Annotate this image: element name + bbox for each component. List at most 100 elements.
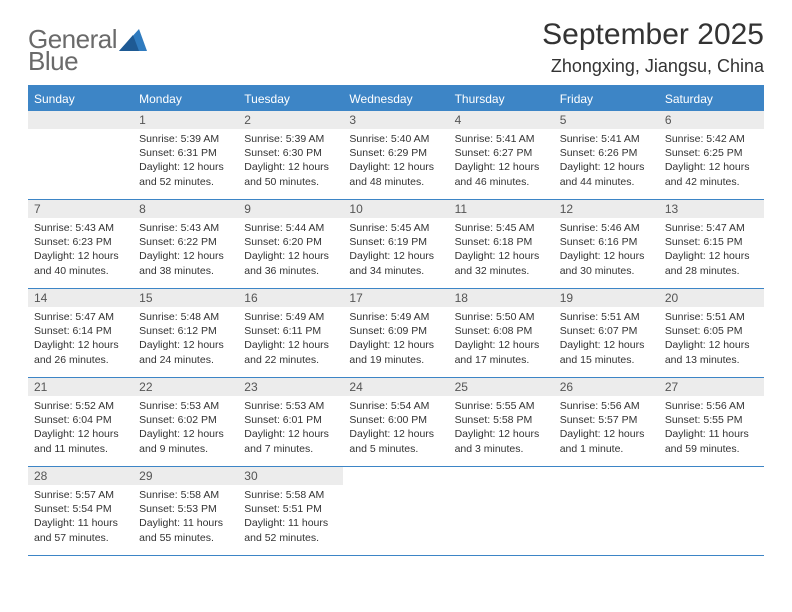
day-number-bar: 22 bbox=[133, 378, 238, 396]
day-header: Tuesday bbox=[238, 87, 343, 111]
daylight-text: Daylight: 12 hours and 26 minutes. bbox=[34, 338, 127, 366]
daylight-text: Daylight: 12 hours and 3 minutes. bbox=[455, 427, 548, 455]
location: Zhongxing, Jiangsu, China bbox=[542, 56, 764, 77]
day-number: 17 bbox=[343, 291, 362, 305]
day-header: Monday bbox=[133, 87, 238, 111]
day-number-bar: 18 bbox=[449, 289, 554, 307]
calendar-cell: 2Sunrise: 5:39 AMSunset: 6:30 PMDaylight… bbox=[238, 111, 343, 199]
day-body: Sunrise: 5:51 AMSunset: 6:07 PMDaylight:… bbox=[554, 307, 659, 373]
day-number: 5 bbox=[554, 113, 567, 127]
day-number-bar: 19 bbox=[554, 289, 659, 307]
day-body: Sunrise: 5:41 AMSunset: 6:26 PMDaylight:… bbox=[554, 129, 659, 195]
day-body bbox=[343, 485, 448, 494]
daylight-text: Daylight: 12 hours and 5 minutes. bbox=[349, 427, 442, 455]
day-body: Sunrise: 5:49 AMSunset: 6:09 PMDaylight:… bbox=[343, 307, 448, 373]
day-number: 27 bbox=[659, 380, 678, 394]
sunrise-text: Sunrise: 5:39 AM bbox=[244, 132, 337, 146]
daylight-text: Daylight: 12 hours and 42 minutes. bbox=[665, 160, 758, 188]
day-number: 30 bbox=[238, 469, 257, 483]
sunrise-text: Sunrise: 5:44 AM bbox=[244, 221, 337, 235]
sunrise-text: Sunrise: 5:56 AM bbox=[665, 399, 758, 413]
calendar-cell bbox=[554, 467, 659, 555]
sunrise-text: Sunrise: 5:56 AM bbox=[560, 399, 653, 413]
calendar-cell bbox=[449, 467, 554, 555]
day-number: 1 bbox=[133, 113, 146, 127]
sunset-text: Sunset: 6:31 PM bbox=[139, 146, 232, 160]
day-number: 12 bbox=[554, 202, 573, 216]
sunrise-text: Sunrise: 5:49 AM bbox=[349, 310, 442, 324]
day-body: Sunrise: 5:47 AMSunset: 6:15 PMDaylight:… bbox=[659, 218, 764, 284]
sunrise-text: Sunrise: 5:54 AM bbox=[349, 399, 442, 413]
daylight-text: Daylight: 12 hours and 24 minutes. bbox=[139, 338, 232, 366]
day-number-bar: 5 bbox=[554, 111, 659, 129]
day-number-bar: 24 bbox=[343, 378, 448, 396]
calendar-cell: 1Sunrise: 5:39 AMSunset: 6:31 PMDaylight… bbox=[133, 111, 238, 199]
day-body: Sunrise: 5:58 AMSunset: 5:53 PMDaylight:… bbox=[133, 485, 238, 551]
sunrise-text: Sunrise: 5:50 AM bbox=[455, 310, 548, 324]
day-number: 24 bbox=[343, 380, 362, 394]
sunset-text: Sunset: 6:26 PM bbox=[560, 146, 653, 160]
sunrise-text: Sunrise: 5:42 AM bbox=[665, 132, 758, 146]
day-number-bar: 28 bbox=[28, 467, 133, 485]
day-body: Sunrise: 5:41 AMSunset: 6:27 PMDaylight:… bbox=[449, 129, 554, 195]
day-body: Sunrise: 5:45 AMSunset: 6:19 PMDaylight:… bbox=[343, 218, 448, 284]
calendar-week: 14Sunrise: 5:47 AMSunset: 6:14 PMDayligh… bbox=[28, 289, 764, 378]
daylight-text: Daylight: 12 hours and 13 minutes. bbox=[665, 338, 758, 366]
daylight-text: Daylight: 12 hours and 22 minutes. bbox=[244, 338, 337, 366]
sunrise-text: Sunrise: 5:43 AM bbox=[34, 221, 127, 235]
daylight-text: Daylight: 12 hours and 19 minutes. bbox=[349, 338, 442, 366]
day-body: Sunrise: 5:53 AMSunset: 6:02 PMDaylight:… bbox=[133, 396, 238, 462]
sunrise-text: Sunrise: 5:57 AM bbox=[34, 488, 127, 502]
calendar-cell: 19 Sunrise: 5:51 AMSunset: 6:07 PMDayligh… bbox=[554, 289, 659, 377]
sunset-text: Sunset: 6:20 PM bbox=[244, 235, 337, 249]
calendar-cell: 10Sunrise: 5:45 AMSunset: 6:19 PMDayligh… bbox=[343, 200, 448, 288]
calendar-cell bbox=[659, 467, 764, 555]
sunrise-text: Sunrise: 5:55 AM bbox=[455, 399, 548, 413]
sunrise-text: Sunrise: 5:52 AM bbox=[34, 399, 127, 413]
sunrise-text: Sunrise: 5:53 AM bbox=[244, 399, 337, 413]
day-number-bar: 21 bbox=[28, 378, 133, 396]
daylight-text: Daylight: 11 hours and 57 minutes. bbox=[34, 516, 127, 544]
daylight-text: Daylight: 12 hours and 36 minutes. bbox=[244, 249, 337, 277]
calendar-cell: 22 Sunrise: 5:53 AMSunset: 6:02 PMDayligh… bbox=[133, 378, 238, 466]
day-body: Sunrise: 5:54 AMSunset: 6:00 PMDaylight:… bbox=[343, 396, 448, 462]
sunset-text: Sunset: 6:29 PM bbox=[349, 146, 442, 160]
daylight-text: Daylight: 12 hours and 44 minutes. bbox=[560, 160, 653, 188]
daylight-text: Daylight: 12 hours and 48 minutes. bbox=[349, 160, 442, 188]
day-number: 18 bbox=[449, 291, 468, 305]
calendar-cell: 5 Sunrise: 5:41 AMSunset: 6:26 PMDaylight… bbox=[554, 111, 659, 199]
calendar-cell: 3Sunrise: 5:40 AMSunset: 6:29 PMDaylight… bbox=[343, 111, 448, 199]
daylight-text: Daylight: 12 hours and 50 minutes. bbox=[244, 160, 337, 188]
calendar-cell: 18Sunrise: 5:50 AMSunset: 6:08 PMDayligh… bbox=[449, 289, 554, 377]
daylight-text: Daylight: 12 hours and 1 minute. bbox=[560, 427, 653, 455]
sunrise-text: Sunrise: 5:51 AM bbox=[665, 310, 758, 324]
day-body: Sunrise: 5:39 AMSunset: 6:30 PMDaylight:… bbox=[238, 129, 343, 195]
day-body: Sunrise: 5:45 AMSunset: 6:18 PMDaylight:… bbox=[449, 218, 554, 284]
day-number: 8 bbox=[133, 202, 146, 216]
day-number-bar: 14 bbox=[28, 289, 133, 307]
sunset-text: Sunset: 6:05 PM bbox=[665, 324, 758, 338]
day-number-bar: 17 bbox=[343, 289, 448, 307]
calendar-cell: 21Sunrise: 5:52 AMSunset: 6:04 PMDayligh… bbox=[28, 378, 133, 466]
calendar: Sunday Monday Tuesday Wednesday Thursday… bbox=[28, 85, 764, 556]
sunset-text: Sunset: 5:55 PM bbox=[665, 413, 758, 427]
logo-word-blue-wrap: Blue bbox=[28, 46, 78, 77]
sunset-text: Sunset: 5:51 PM bbox=[244, 502, 337, 516]
day-number: 19 bbox=[554, 291, 573, 305]
calendar-cell bbox=[343, 467, 448, 555]
day-number: 13 bbox=[659, 202, 678, 216]
calendar-cell: 8Sunrise: 5:43 AMSunset: 6:22 PMDaylight… bbox=[133, 200, 238, 288]
day-number: 22 bbox=[133, 380, 152, 394]
day-number: 29 bbox=[133, 469, 152, 483]
calendar-cell: 13 Sunrise: 5:47 AMSunset: 6:15 PMDayligh… bbox=[659, 200, 764, 288]
sunrise-text: Sunrise: 5:47 AM bbox=[34, 310, 127, 324]
daylight-text: Daylight: 12 hours and 17 minutes. bbox=[455, 338, 548, 366]
calendar-cell: 23Sunrise: 5:53 AMSunset: 6:01 PMDayligh… bbox=[238, 378, 343, 466]
header: General September 2025 Zhongxing, Jiangs… bbox=[28, 18, 764, 77]
sunset-text: Sunset: 6:18 PM bbox=[455, 235, 548, 249]
day-number: 26 bbox=[554, 380, 573, 394]
day-number-bar bbox=[343, 467, 448, 485]
sunset-text: Sunset: 6:02 PM bbox=[139, 413, 232, 427]
day-number-bar: 26 bbox=[554, 378, 659, 396]
daylight-text: Daylight: 12 hours and 9 minutes. bbox=[139, 427, 232, 455]
